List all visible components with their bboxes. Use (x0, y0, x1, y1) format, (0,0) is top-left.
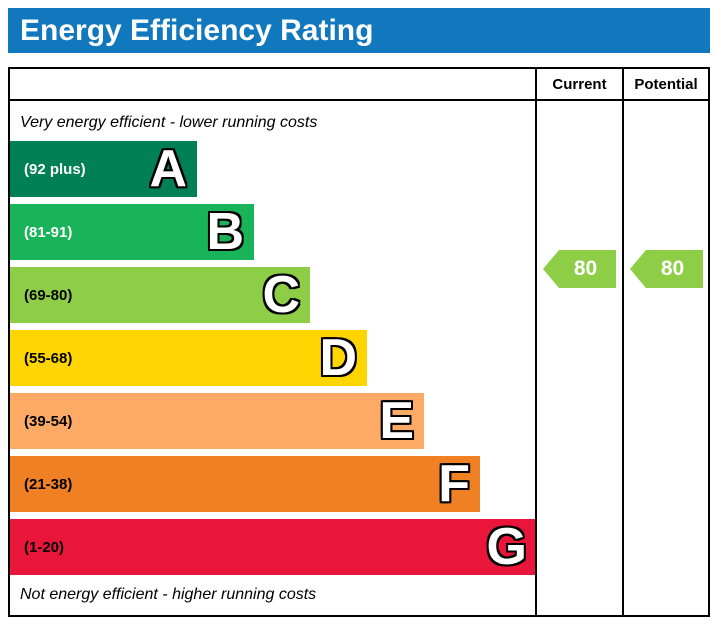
title-bar: Energy Efficiency Rating (8, 8, 710, 53)
band-g-range-label: (1-20) (24, 538, 65, 556)
band-f-letter: F (438, 455, 470, 513)
band-f-range-label: (21-38) (24, 475, 73, 493)
band-d-range-label: (55-68) (24, 349, 73, 367)
potential-rating-value: 80 (660, 257, 685, 280)
current-column-header: Current (535, 69, 622, 101)
band-row-f: (21-38) F (10, 456, 535, 512)
band-c: (69-80) C (10, 267, 310, 323)
band-c-range-label: (69-80) (24, 286, 73, 304)
current-rating-column: 80 (535, 101, 622, 615)
band-row-c: (69-80) C (10, 267, 535, 323)
band-g-letter: G (486, 518, 527, 576)
band-f: (21-38) F (10, 456, 480, 512)
band-b-letter: B (206, 203, 244, 261)
potential-rating-arrow: 80 (630, 250, 703, 288)
potential-rating-column: 80 (622, 101, 708, 615)
chart-header-spacer (10, 69, 535, 101)
band-b: (81-91) B (10, 204, 254, 260)
band-e-letter: E (379, 392, 414, 450)
band-row-b: (81-91) B (10, 204, 535, 260)
top-note: Very energy efficient - lower running co… (20, 114, 318, 131)
band-e-range-label: (39-54) (24, 412, 73, 430)
current-rating-arrow: 80 (543, 250, 616, 288)
energy-efficiency-chart: Current Potential Very energy efficient … (8, 67, 710, 617)
band-row-a: (92 plus) A (10, 141, 535, 197)
band-g: (1-20) G (10, 519, 535, 575)
band-b-range-label: (81-91) (24, 223, 73, 241)
band-row-g: (1-20) G (10, 519, 535, 575)
band-e: (39-54) E (10, 393, 424, 449)
band-row-e: (39-54) E (10, 393, 535, 449)
band-a: (92 plus) A (10, 141, 197, 197)
band-a-letter: A (149, 140, 187, 198)
band-d-letter: D (319, 329, 357, 387)
band-area: Very energy efficient - lower running co… (10, 101, 535, 615)
band-c-letter: C (262, 266, 300, 324)
potential-column-header: Potential (622, 69, 708, 101)
band-d: (55-68) D (10, 330, 367, 386)
current-rating-value: 80 (573, 257, 598, 280)
band-row-d: (55-68) D (10, 330, 535, 386)
page-title: Energy Efficiency Rating (20, 14, 374, 47)
bottom-note: Not energy efficient - higher running co… (20, 586, 317, 603)
band-a-range-label: (92 plus) (24, 160, 86, 178)
